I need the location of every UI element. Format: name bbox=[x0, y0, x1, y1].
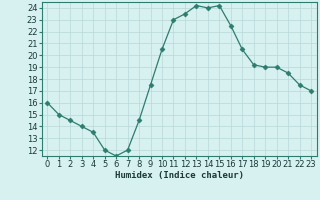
X-axis label: Humidex (Indice chaleur): Humidex (Indice chaleur) bbox=[115, 171, 244, 180]
